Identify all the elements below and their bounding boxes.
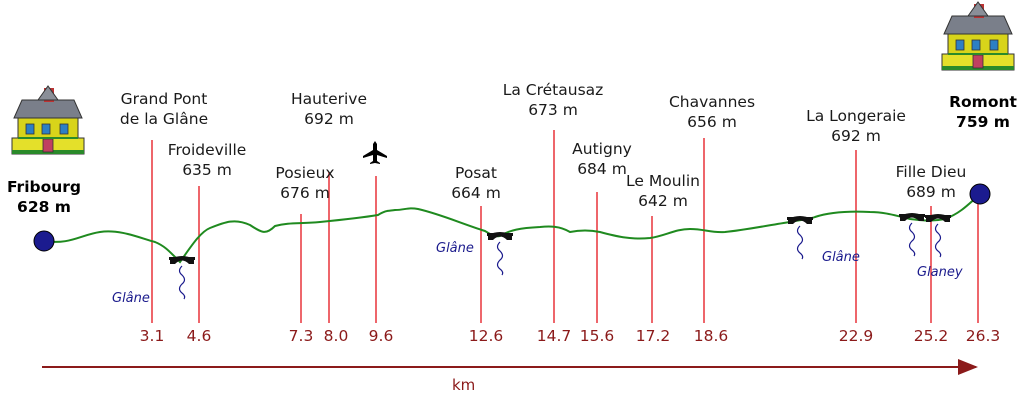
end-point-marker <box>969 183 991 205</box>
station-name: Chavannes <box>668 93 756 111</box>
river-label: Glaney <box>917 265 963 280</box>
km-label: 15.6 <box>579 327 615 345</box>
km-label: 12.6 <box>468 327 504 345</box>
station-altitude: 628 m <box>17 198 71 216</box>
station-label-la-cretausaz: La Crétausaz 673 m <box>503 80 604 120</box>
station-name: Fribourg <box>6 178 82 196</box>
km-label: 18.6 <box>693 327 729 345</box>
station-altitude: 656 m <box>687 113 737 131</box>
station-label-romont: Romont 759 m <box>949 92 1017 132</box>
start-point-marker <box>33 230 55 252</box>
station-label-hauterive: Hauterive 692 m <box>291 89 367 129</box>
bridge-icon <box>169 256 195 264</box>
km-label: 26.3 <box>965 327 1001 345</box>
station-name: La Crétausaz <box>502 81 604 99</box>
station-label-le-moulin: Le Moulin 642 m <box>626 171 700 211</box>
station-altitude: 689 m <box>906 183 956 201</box>
station-altitude: 664 m <box>451 184 501 202</box>
river-squiggle-icon <box>796 225 804 260</box>
airplane-icon <box>363 141 387 164</box>
station-name: Romont <box>949 93 1017 111</box>
river-label: Glâne <box>436 241 474 256</box>
station-label-posat: Posat 664 m <box>451 163 501 203</box>
river-squiggle-icon <box>908 222 916 257</box>
station-label-chavannes: Chavannes 656 m <box>669 92 755 132</box>
km-label: 9.6 <box>368 327 394 345</box>
river-squiggle-icon <box>934 223 942 258</box>
river-label: Glâne <box>822 250 860 265</box>
station-altitude: 759 m <box>956 113 1010 131</box>
house-icon <box>941 1 1015 71</box>
km-label: 4.6 <box>186 327 212 345</box>
station-name: Posieux <box>275 164 335 182</box>
km-label: 17.2 <box>635 327 671 345</box>
station-name: Hauterive <box>291 90 367 108</box>
station-name: Froideville <box>167 141 247 159</box>
station-label-la-longeraie: La Longeraie 692 m <box>806 106 906 146</box>
station-name: Fille Dieu <box>895 163 967 181</box>
bridge-icon <box>787 216 813 224</box>
station-name: La Longeraie <box>806 107 906 125</box>
station-label-posieux: Posieux 676 m <box>275 163 334 203</box>
km-label: 25.2 <box>913 327 949 345</box>
axis-label: km <box>452 376 476 394</box>
station-name-line: de la Glâne <box>119 110 209 128</box>
station-altitude: 635 m <box>182 161 232 179</box>
station-altitude: 684 m <box>577 160 627 178</box>
station-altitude: 692 m <box>304 110 354 128</box>
house-icon <box>11 85 85 155</box>
river-label: Glâne <box>112 291 150 306</box>
station-name: Le Moulin <box>626 172 700 190</box>
km-label: 3.1 <box>139 327 165 345</box>
km-label: 22.9 <box>838 327 874 345</box>
river-squiggle-icon <box>178 265 186 300</box>
river-squiggle-icon <box>496 241 504 276</box>
station-name-line: Grand Pont <box>120 90 208 108</box>
km-label: 14.7 <box>536 327 572 345</box>
bridge-icon <box>487 232 513 240</box>
station-name: Posat <box>455 164 497 182</box>
station-altitude: 692 m <box>831 127 881 145</box>
station-label-fille-dieu: Fille Dieu 689 m <box>896 162 967 202</box>
km-label: 7.3 <box>288 327 314 345</box>
station-altitude: 642 m <box>638 192 688 210</box>
station-altitude: 676 m <box>280 184 330 202</box>
station-label-froideville: Froideville 635 m <box>168 140 247 180</box>
km-label: 8.0 <box>323 327 349 345</box>
station-label-autigny: Autigny 684 m <box>572 139 632 179</box>
station-label-grand-pont: Grand Pont de la Glâne <box>120 89 208 129</box>
station-name: Autigny <box>572 140 632 158</box>
station-label-fribourg: Fribourg 628 m <box>7 177 81 217</box>
station-altitude: 673 m <box>528 101 578 119</box>
